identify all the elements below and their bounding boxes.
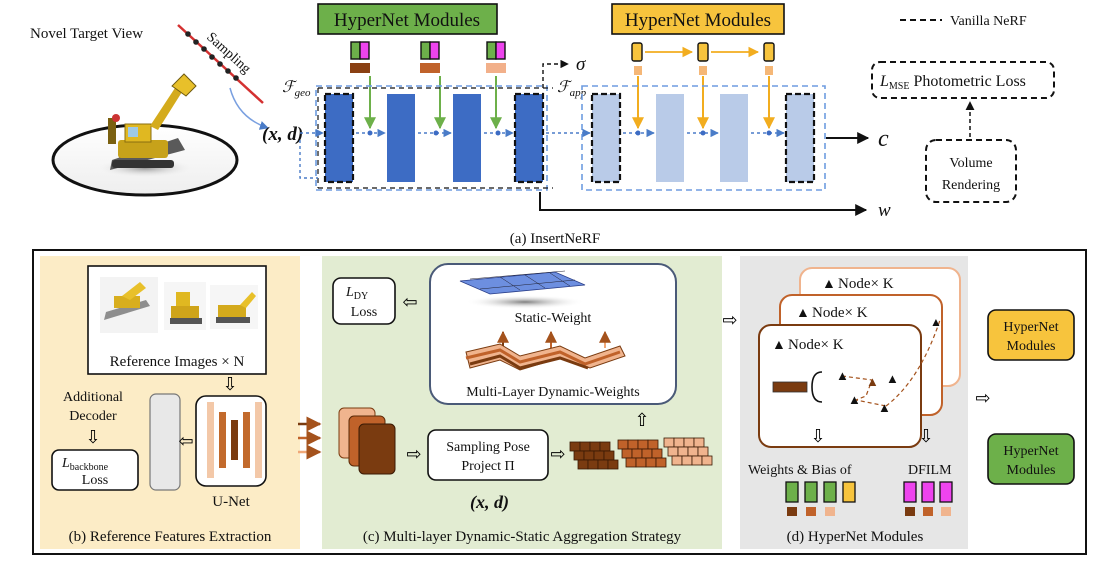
- hypernet-green-box: [987, 433, 1075, 485]
- legend-vanilla-label: Vanilla NeRF: [950, 14, 1027, 29]
- backbone-loss-box: [51, 449, 139, 491]
- node-tri-1: ▲: [772, 338, 786, 353]
- flow-dots: [367, 130, 772, 136]
- reference-images: [100, 277, 258, 333]
- c-output-label: c: [878, 126, 889, 152]
- bottom-frame: [32, 249, 1087, 555]
- down-arrow-icon-3: ⇩: [810, 426, 825, 446]
- hypernet-header-right: [611, 3, 785, 35]
- hypernet-orange-box: [987, 309, 1075, 361]
- novel-view-scene: [51, 73, 239, 197]
- node-card-1: [758, 324, 922, 448]
- w-output-label: w: [878, 200, 891, 221]
- decoder-label: Decoder: [69, 409, 117, 424]
- reference-images-label: Reference Images × N: [110, 354, 245, 370]
- node-label-2: Node× K: [812, 305, 868, 321]
- sample-points: [185, 31, 239, 81]
- xd-label-c: (x, d): [470, 492, 509, 513]
- photometric-loss-label: LMSE Photometric Loss: [879, 73, 1026, 92]
- down-arrow-icon-2: ⇩: [85, 427, 100, 447]
- left-arrow-icon: ⇦: [178, 431, 193, 451]
- xd-label: (x, d): [262, 124, 303, 145]
- svg-text:▲: ▲: [886, 371, 899, 386]
- dfilm-label: DFILM: [908, 463, 952, 478]
- dfilm-icons: [903, 481, 953, 516]
- ldy-loss-label: LDY: [345, 285, 368, 302]
- volume-line1: Volume: [949, 156, 992, 171]
- right-arrow-icon-3: ⇨: [722, 310, 737, 330]
- w-arrow: [539, 192, 868, 216]
- caption-a: (a) InsertNeRF: [510, 231, 600, 247]
- caption-c: (c) Multi-layer Dynamic-Static Aggregati…: [363, 529, 682, 545]
- down-arrow-icon: ⇩: [222, 374, 237, 394]
- weights-bias-label: Weights & Bias of: [748, 463, 852, 478]
- caption-d: (d) HyperNet Modules: [787, 529, 924, 545]
- svg-text:▲: ▲: [848, 392, 861, 407]
- node-graph: ▲ ▲ ▲ ▲ ▲ ▲: [772, 315, 942, 415]
- node-label-3: Node× K: [838, 276, 894, 292]
- backbone-loss-label: Lbackbone: [61, 456, 109, 473]
- hypernet-header-left: [317, 3, 498, 35]
- hypernet-green-line1: HyperNet: [1003, 444, 1058, 459]
- right-hyper-icons: [631, 42, 775, 75]
- hypernet-header-right-label: HyperNet Modules: [625, 10, 771, 31]
- dynamic-weight-ribbon: [465, 343, 626, 371]
- volume-rendering-box: [925, 139, 1017, 203]
- sampling-pose-line1: Sampling Pose: [446, 440, 530, 455]
- caption-b: (b) Reference Features Extraction: [69, 529, 272, 545]
- sigma-label: σ: [576, 54, 586, 75]
- stacked-feature-maps: [338, 407, 396, 475]
- weights-bias-icons: [785, 481, 856, 516]
- f-geo-label: ℱgeo: [282, 79, 311, 99]
- vanilla-boundary: [317, 87, 553, 189]
- additional-label: Additional: [63, 390, 123, 405]
- hypernet-orange-line2: Modules: [1007, 339, 1056, 354]
- sampling-curve-arrow: [229, 87, 269, 130]
- down-arrow-icon-4: ⇩: [918, 426, 933, 446]
- hypernet-green-line2: Modules: [1007, 463, 1056, 478]
- up-arrow-icon: ⇧: [634, 410, 649, 430]
- dynamic-weights-label: Multi-Layer Dynamic-Weights: [466, 385, 639, 400]
- svg-text:▲: ▲: [866, 374, 879, 389]
- geo-mlp-group: [315, 85, 548, 191]
- skip-connection: [299, 140, 318, 179]
- static-weight-label: Static-Weight: [515, 311, 592, 326]
- sigma-arrow: [542, 59, 569, 88]
- left-arrow-icon-2: ⇦: [402, 292, 417, 312]
- hypernet-header-left-label: HyperNet Modules: [334, 10, 480, 31]
- right-arrow-icon: ⇨: [406, 444, 421, 464]
- sampling-pose-line2: Project Π: [461, 459, 514, 474]
- static-weight-grid: [459, 270, 586, 309]
- b-to-c-arrows: [298, 416, 322, 460]
- novel-view-label: Novel Target View: [30, 26, 143, 42]
- right-arrow-icon-2: ⇨: [550, 444, 565, 464]
- photometric-loss-box: [871, 61, 1055, 99]
- node-label-1: Node× K: [788, 337, 844, 353]
- feature-bar: [149, 393, 181, 491]
- app-mlp-group: [581, 85, 826, 191]
- brick-groups: [569, 437, 713, 470]
- geo-blocks: [323, 92, 545, 184]
- sampling-pose-box: [427, 429, 549, 481]
- hypernet-orange-line1: HyperNet: [1003, 320, 1058, 335]
- ldy-loss-box: [332, 277, 396, 325]
- right-arrow-icon-4: ⇨: [975, 388, 990, 408]
- unet-bars: [207, 402, 262, 478]
- node-tri-2: ▲: [796, 306, 810, 321]
- unet-label: U-Net: [212, 494, 250, 510]
- left-hyper-icons: [350, 41, 506, 73]
- volume-line2: Rendering: [942, 178, 1000, 193]
- app-blocks: [590, 92, 816, 184]
- svg-text:▲: ▲: [930, 315, 942, 329]
- svg-text:▲: ▲: [878, 400, 891, 415]
- ldy-loss-word: Loss: [351, 305, 377, 320]
- svg-text:▲: ▲: [836, 368, 849, 383]
- node-tri-3: ▲: [822, 277, 836, 292]
- backbone-loss-word: Loss: [82, 473, 108, 488]
